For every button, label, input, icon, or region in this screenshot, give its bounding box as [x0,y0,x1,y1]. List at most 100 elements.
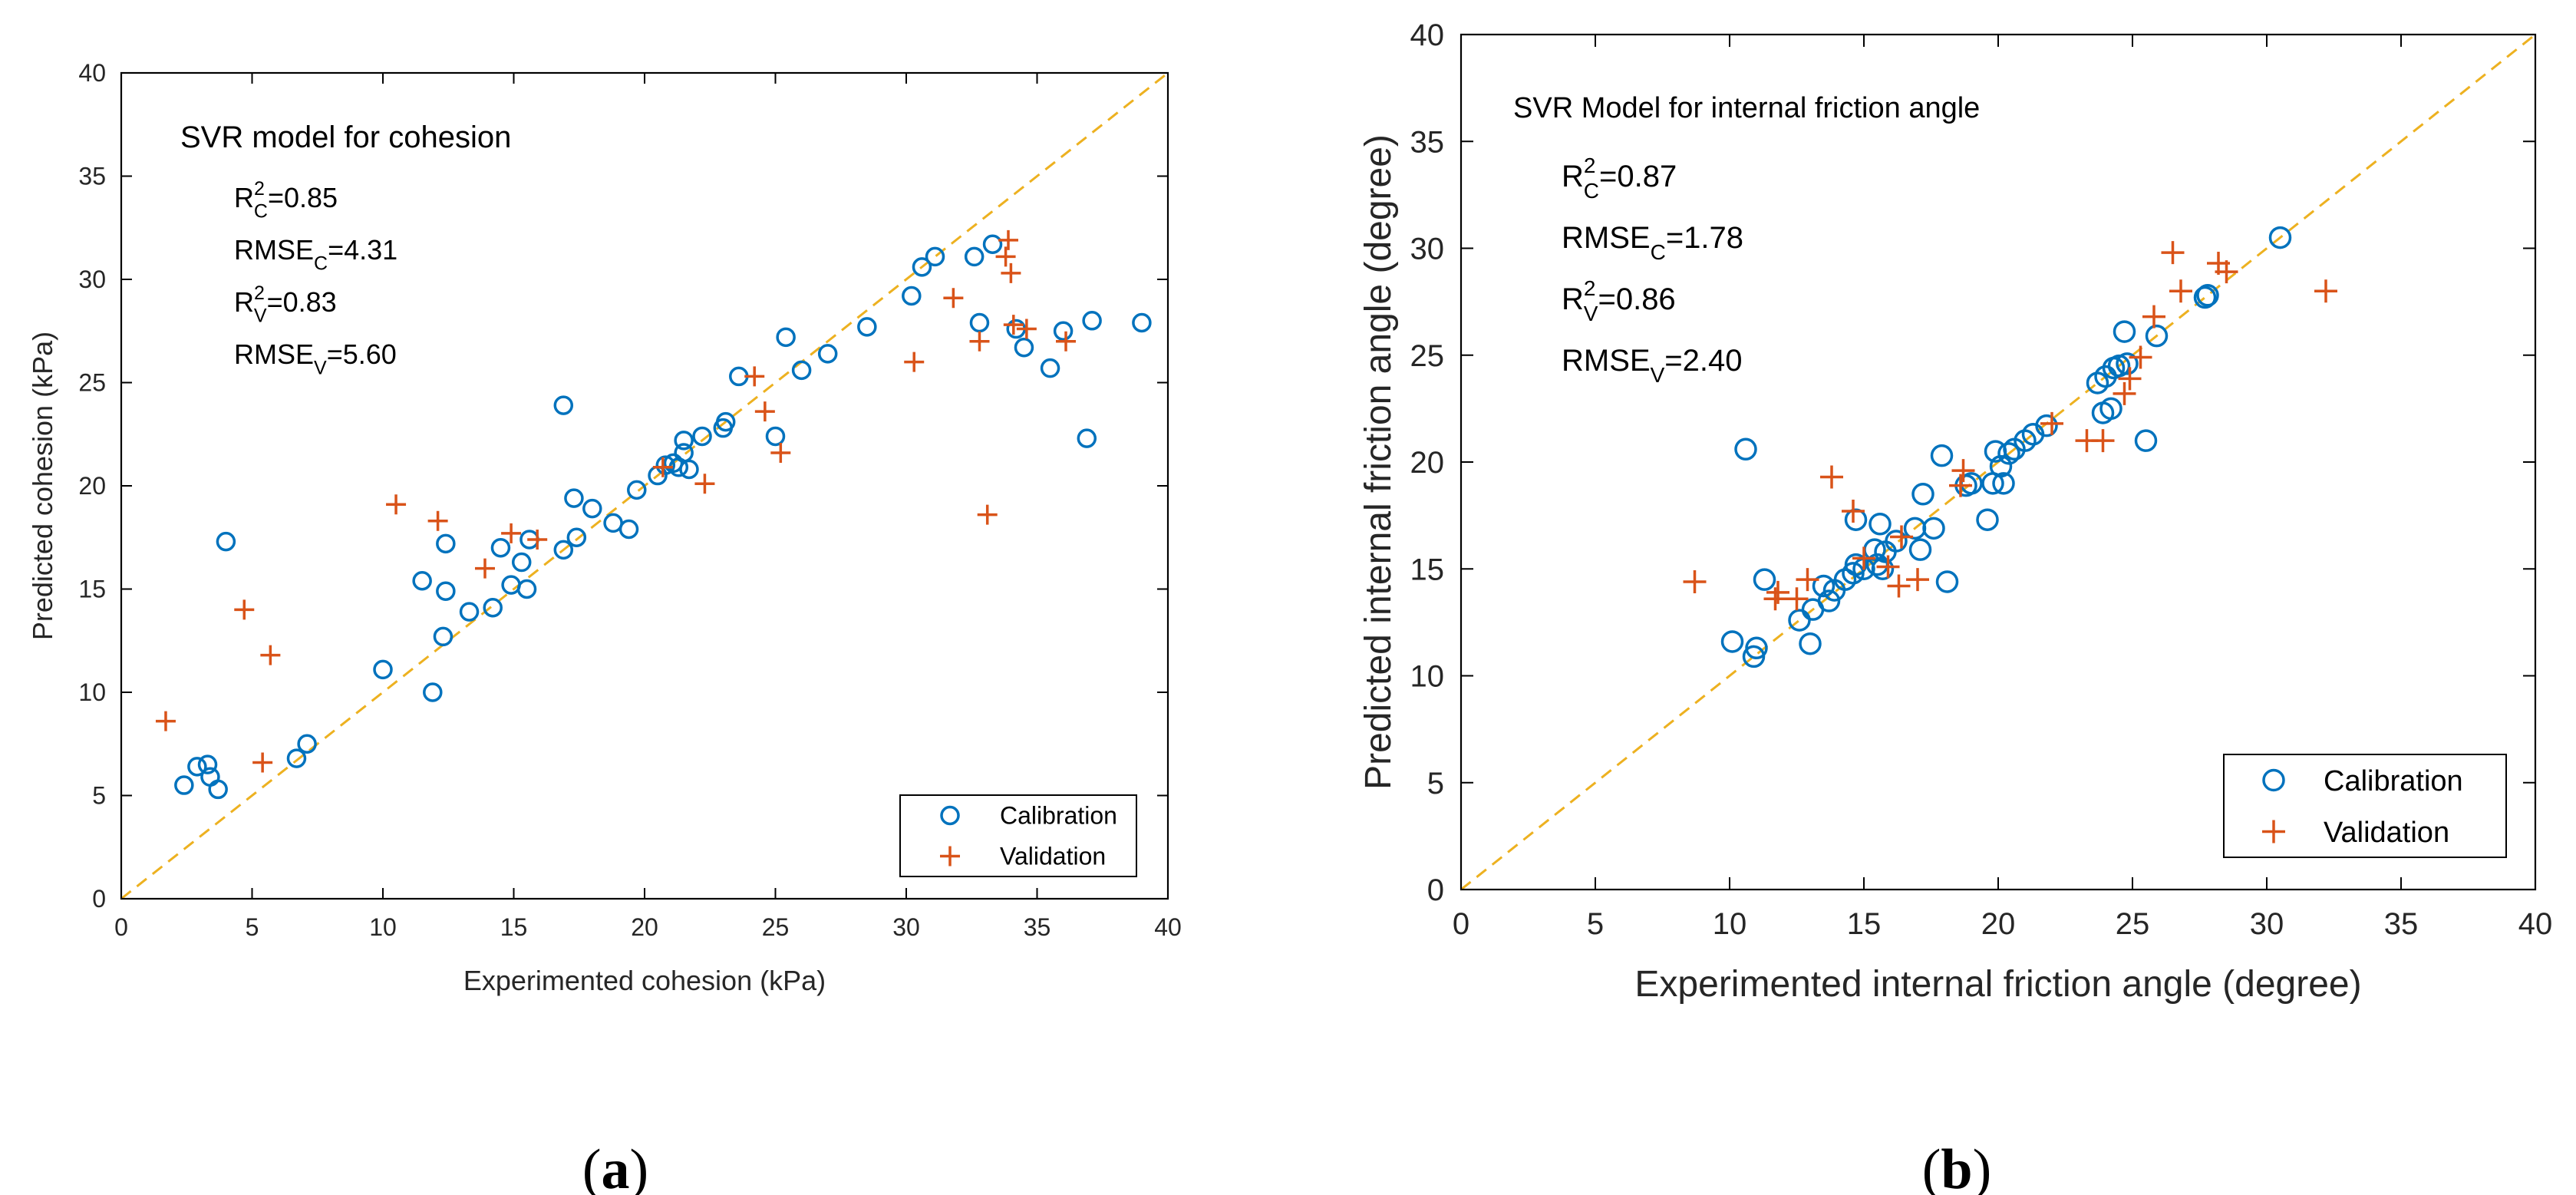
chart-panel-a: 0 5 10 15 20 25 30 35 40 0 5 10 15 20 25 30 35 40 Experime… [27,59,1182,1195]
y-tick-label: 35 [78,163,106,190]
stat-subscript: V [254,305,267,326]
calibration-point [490,537,511,558]
legend-calibration-marker [940,805,960,826]
calibration-point [1720,630,1744,653]
calibration-point [1745,636,1768,660]
calibration-point [2193,286,2217,309]
calibration-point [423,682,443,702]
calibration-point [1817,589,1841,612]
calibration-point [1812,574,1836,598]
calibration-point [2134,429,2158,452]
stat-value: =4.31 [328,234,397,266]
calibration-point [1132,312,1152,333]
stat-annotation: R2 V=0.83 [234,282,337,327]
stat-superscript: 2 [1584,154,1596,177]
y-tick-label: 15 [1410,553,1445,586]
calibration-point [655,455,676,475]
validation-point [260,645,281,665]
legend-label-calibration: Calibration [1000,802,1117,830]
validation-point [1842,500,1865,523]
validation-point [2129,345,2152,369]
calibration-point [912,257,932,277]
x-tick-label: 0 [1453,907,1469,941]
stat-value: =5.60 [327,338,397,370]
calibration-point [817,344,838,364]
validation-point [252,752,273,773]
validation-point [1003,315,1024,335]
validation-point [2215,260,2238,284]
stat-base: R [1562,282,1584,316]
validation-point [1852,546,1875,570]
validation-point [1951,459,1975,483]
calibration-point [679,459,699,480]
calibration-point [1053,321,1074,341]
stat-subscript: C [1584,179,1599,203]
calibration-point [627,480,647,500]
validation-point [998,229,1018,250]
y-tick-label: 25 [78,369,106,397]
validation-point [1796,568,1819,592]
x-tick-label: 5 [246,913,259,941]
calibration-point [436,533,456,554]
validation-point [1683,569,1707,593]
calibration-point [1922,517,1945,540]
x-axis-title: Experimented internal friction angle (de… [1634,964,2361,1005]
calibration-point [674,431,694,451]
y-tick-label: 40 [78,59,106,87]
validation-point [770,442,791,463]
calibration-point [2035,414,2058,437]
legend-validation-marker [940,846,960,867]
y-tick-label: 25 [1410,339,1445,373]
calibration-point [459,602,480,622]
stat-annotation: RMSEC=1.78 [1562,221,1743,264]
stat-value: =0.86 [1598,282,1675,316]
calibration-point [2116,352,2139,375]
chart-title: SVR model for cohesion [180,120,511,154]
calibration-point [297,734,317,754]
x-tick-label: 35 [2384,907,2419,941]
calibration-point [1976,508,1999,531]
calibration-point [1935,570,1959,593]
validation-point [995,246,1016,267]
validation-point [474,558,495,579]
y-tick-label: 35 [1410,125,1445,159]
legend-box [899,794,1137,877]
validation-point [1016,319,1037,339]
validation-point [2161,241,2185,265]
calibration-point [765,426,786,447]
stat-subscript: V [314,357,327,378]
calibration-point [925,246,945,267]
y-tick-label: 15 [78,576,106,603]
validation-point [1785,587,1809,611]
x-tick-label: 10 [369,913,397,941]
stat-base: RMSE [1562,344,1651,378]
legend-label-validation: Validation [1000,843,1106,870]
series-calibration [174,234,1152,800]
stat-value: =0.87 [1599,160,1677,193]
legend-calibration-marker [2262,768,2285,792]
calibration-point [200,767,220,787]
y-tick-label: 10 [78,678,106,706]
x-axis-title: Experimented cohesion (kPa) [463,965,826,996]
stat-subscript: C [1651,240,1666,264]
calibration-point [433,626,454,647]
validation-point [694,474,715,494]
validation-point [2118,367,2142,391]
calibration-point [216,531,236,552]
x-tick-label: 10 [1713,907,1747,941]
calibration-point [197,754,218,774]
calibration-point [1040,358,1060,378]
y-tick-label: 20 [1410,446,1445,480]
calibration-point [1911,483,1934,506]
validation-point [2142,305,2165,328]
calibration-point [715,411,736,432]
calibration-point [1788,609,1811,632]
calibration-point [776,327,796,348]
calibration-point [1734,437,1757,461]
calibration-point [1997,442,2020,465]
y-tick-label: 10 [1410,660,1445,694]
validation-point [501,523,522,543]
calibration-point [553,395,574,415]
calibration-point [2099,397,2122,421]
validation-point [155,711,176,731]
